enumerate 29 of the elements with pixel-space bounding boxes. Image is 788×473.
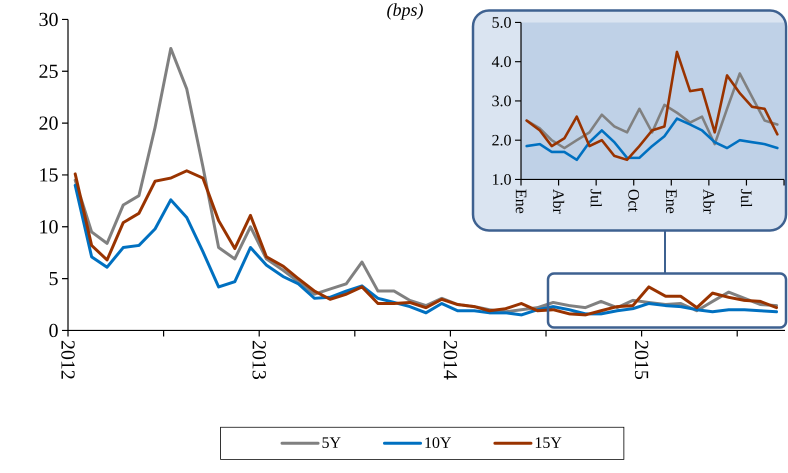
y-tick-label: 1.0: [492, 174, 511, 185]
y-tick-label: 5.0: [492, 16, 511, 28]
x-tick-label: Jul: [740, 189, 752, 208]
y-tick-label: 20: [39, 116, 58, 130]
y-tick-label: 25: [39, 64, 58, 78]
x-tick-label: Ene: [666, 189, 677, 213]
x-tick-label: Abr: [552, 188, 564, 214]
y-tick-label: 0: [49, 324, 58, 337]
y-tick-label: 10: [40, 220, 58, 234]
x-tick-label: Abr: [703, 188, 714, 214]
y-tick-label: 4.0: [492, 56, 511, 67]
x-tick-label: Ene: [516, 189, 526, 213]
x-tick-label: Oct: [628, 189, 640, 212]
y-tick-label: 5: [50, 272, 58, 286]
x-tick-label: 2012: [61, 340, 75, 378]
x-tick-label: 2015: [634, 340, 648, 379]
y-tick-label: 3.0: [492, 95, 511, 106]
y-tick-label: 30: [40, 12, 58, 26]
legend-label: 10Y: [425, 437, 452, 448]
line-series: [525, 117, 779, 161]
x-tick-label: Jul: [590, 189, 602, 208]
x-tick-label: 2013: [252, 340, 266, 379]
y-tick-label: 2.0: [492, 134, 511, 146]
legend-label: 15Y: [536, 437, 562, 448]
y-tick-label: 15: [40, 168, 58, 182]
legend-label: 5Y: [322, 437, 341, 448]
line-series: [525, 50, 779, 161]
chart-title: (bps): [387, 3, 423, 20]
x-tick-label: 2014: [444, 340, 458, 380]
